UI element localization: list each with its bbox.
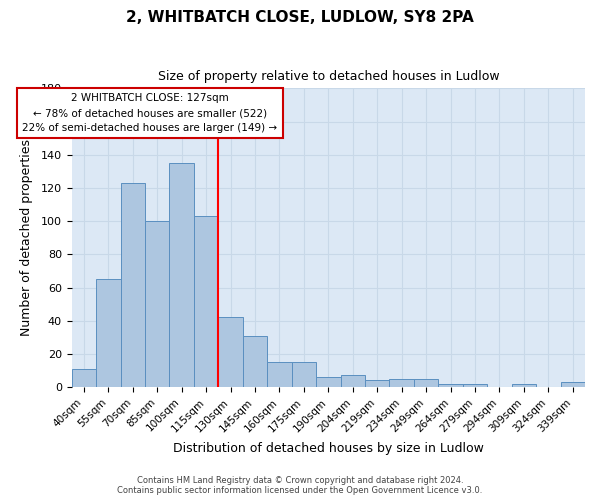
Bar [169, 163, 194, 387]
Bar [96, 279, 121, 387]
Title: Size of property relative to detached houses in Ludlow: Size of property relative to detached ho… [158, 70, 499, 83]
Bar [512, 384, 536, 387]
Text: 2 WHITBATCH CLOSE: 127sqm
← 78% of detached houses are smaller (522)
22% of semi: 2 WHITBATCH CLOSE: 127sqm ← 78% of detac… [22, 94, 277, 133]
Bar [439, 384, 463, 387]
Bar [463, 384, 487, 387]
Bar [365, 380, 389, 387]
Bar [121, 183, 145, 387]
Text: 2, WHITBATCH CLOSE, LUDLOW, SY8 2PA: 2, WHITBATCH CLOSE, LUDLOW, SY8 2PA [126, 10, 474, 25]
Bar [194, 216, 218, 387]
Bar [292, 362, 316, 387]
Bar [316, 377, 341, 387]
Bar [414, 379, 439, 387]
Bar [267, 362, 292, 387]
X-axis label: Distribution of detached houses by size in Ludlow: Distribution of detached houses by size … [173, 442, 484, 455]
Y-axis label: Number of detached properties: Number of detached properties [20, 139, 32, 336]
Bar [389, 379, 414, 387]
Bar [341, 376, 365, 387]
Text: Contains HM Land Registry data © Crown copyright and database right 2024.
Contai: Contains HM Land Registry data © Crown c… [118, 476, 482, 495]
Bar [72, 369, 96, 387]
Bar [218, 318, 243, 387]
Bar [560, 382, 585, 387]
Bar [145, 221, 169, 387]
Bar [243, 336, 267, 387]
